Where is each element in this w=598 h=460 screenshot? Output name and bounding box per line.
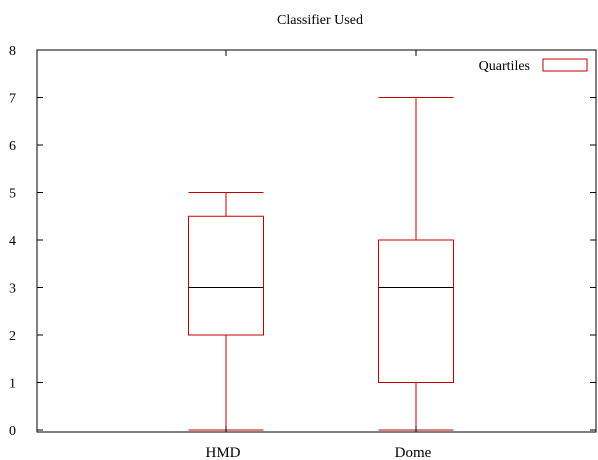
legend-label: Quartiles [479,59,530,74]
box-hmd [188,192,264,431]
plot-frame [36,49,597,433]
y-tick-label: 0 [9,424,16,439]
y-tick-label: 7 [9,92,16,107]
y-tick-label: 5 [9,187,16,202]
x-axis-labels: HMD Dome [205,50,432,460]
x-tick-label: HMD [205,445,240,460]
y-tick-label: 4 [9,234,16,249]
legend-swatch [542,58,588,72]
y-tick-label: 3 [9,282,16,297]
quartile-box [378,239,454,383]
y-axis-ticks: 0 1 2 3 4 5 6 7 8 [9,44,596,439]
y-tick-label: 8 [9,44,16,59]
boxes-group [188,97,454,431]
box-dome [378,97,454,431]
quartile-box [188,215,264,336]
legend: Quartiles [479,58,588,74]
chart-title: Classifier Used [277,13,363,28]
x-tick-label: Dome [395,445,432,460]
y-tick-label: 6 [9,139,16,154]
y-tick-label: 2 [9,329,16,344]
y-tick-label: 1 [9,377,16,392]
